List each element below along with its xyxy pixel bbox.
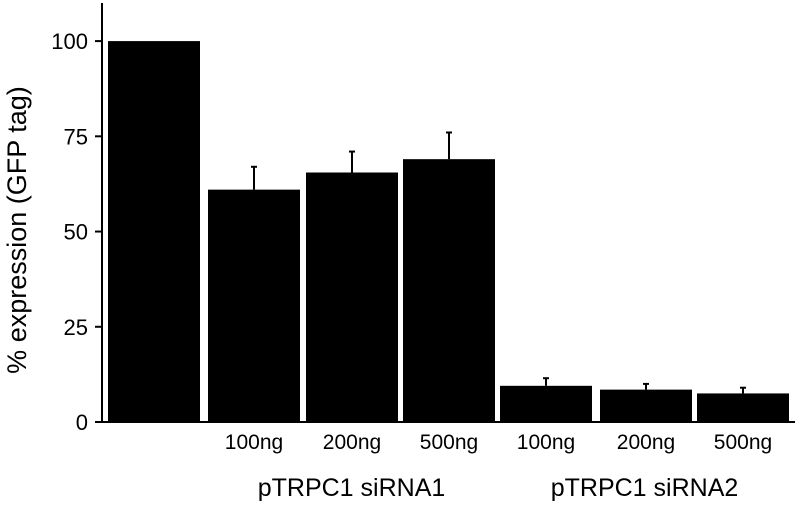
y-axis-ticks: 0 25 50 75 100 — [51, 29, 102, 435]
y-tick-label: 0 — [76, 410, 88, 435]
x-tick-label: 100ng — [225, 431, 283, 454]
x-tick-label: 500ng — [714, 431, 772, 454]
error-bars — [251, 131, 746, 394]
group-labels: pTRPC1 siRNA1 pTRPC1 siRNA2 — [258, 474, 739, 502]
x-tick-label: 200ng — [323, 431, 381, 454]
bar — [208, 189, 300, 422]
bar — [403, 159, 495, 422]
bar — [697, 393, 789, 422]
bars — [108, 41, 789, 422]
y-tick-label: 50 — [64, 220, 88, 245]
bar — [108, 41, 200, 422]
y-tick-label: 100 — [51, 29, 88, 54]
y-tick-label: 25 — [64, 315, 88, 340]
bar — [500, 385, 592, 422]
y-axis-title: % expression (GFP tag) — [2, 86, 32, 374]
x-axis-labels: 100ng 200ng 500ng 100ng 200ng 500ng — [225, 431, 772, 454]
bar — [600, 389, 692, 422]
group-label: pTRPC1 siRNA2 — [551, 474, 739, 502]
y-tick-label: 75 — [64, 124, 88, 149]
x-tick-label: 100ng — [517, 431, 575, 454]
x-tick-label: 200ng — [617, 431, 675, 454]
group-label: pTRPC1 siRNA1 — [258, 474, 446, 502]
x-tick-label: 500ng — [420, 431, 478, 454]
bar — [306, 172, 398, 422]
